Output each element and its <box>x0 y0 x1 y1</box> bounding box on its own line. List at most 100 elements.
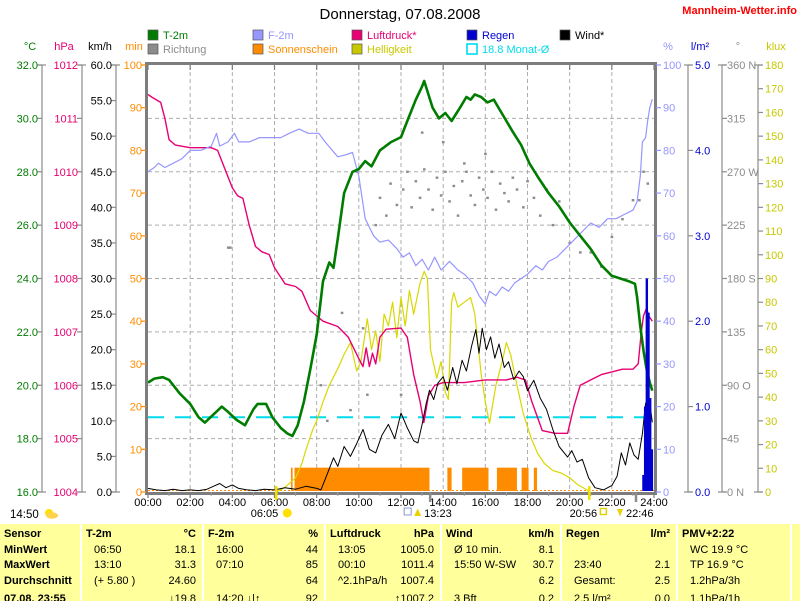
table-cell: 64 <box>305 574 318 587</box>
legend-swatch-icon <box>559 29 571 41</box>
last-update-time: 14:50 <box>10 509 39 521</box>
tick-label: 80 <box>765 297 777 309</box>
stats-table: Sensor T-2m °C F-2m% Luftdruck hPa Wind km/h Reg… <box>0 524 800 601</box>
moonset-time: 22:46 <box>626 508 654 520</box>
legend-swatch-icon <box>466 43 478 55</box>
table-cell: 30.7 <box>532 559 554 571</box>
table-cell: 07.08. 23:55 <box>4 593 66 601</box>
tick-label: 180 <box>765 60 783 72</box>
legend-label: F-2m <box>268 30 294 42</box>
table-cell: 2.5 l/m² <box>574 593 611 601</box>
table-cell: Luftdruck <box>330 528 381 540</box>
tick-label: 0 N <box>727 487 744 499</box>
table-cell: 1.2hPa/3h <box>690 574 741 587</box>
table-cell: 16:00 <box>216 543 244 556</box>
table-cell: 0.2 <box>538 593 554 601</box>
series-richtung <box>226 131 650 423</box>
legend-label: Richtung <box>163 44 206 56</box>
tick-label: 1007 <box>54 327 78 339</box>
series-luftdruck <box>147 93 653 434</box>
frame-ticks <box>147 65 655 498</box>
table-cell: 15:50 W-SW <box>454 559 517 571</box>
legend-label: Luftdruck* <box>367 30 417 42</box>
axis-unit-label: klux <box>766 41 786 53</box>
tick-label: 16.0 <box>17 487 38 499</box>
legend-item-luftdruck-: Luftdruck* <box>351 29 417 42</box>
tick-label: 100 <box>124 60 142 72</box>
axis-unit-label: % <box>663 41 673 53</box>
tick-label: 10 <box>765 463 777 475</box>
table-cell: km/h <box>528 528 554 540</box>
tick-label: 270 W <box>727 167 759 179</box>
table-cell: 1.1hPa/1h <box>690 593 741 601</box>
table-cell: 8.1 <box>538 543 554 556</box>
site-link[interactable]: Mannheim-Wetter.info <box>682 5 797 17</box>
table-cell: 13:10 <box>94 559 122 571</box>
series-t-2m <box>147 79 654 438</box>
tick-label: 45.0 <box>91 167 112 179</box>
table-cell: Gesamt: <box>574 574 616 587</box>
table-column-separator <box>202 524 204 601</box>
tick-label: 20.0 <box>91 345 112 357</box>
tick-label: 1004 <box>54 487 78 499</box>
tick-label: 1011 <box>54 113 78 125</box>
table-column-separator <box>676 524 678 601</box>
table-cell: 18.1 <box>174 543 196 556</box>
table-row: MinWert 06:50 18.1 16:00 44 13:05 1005.0 Ø 10 m… <box>0 544 800 559</box>
table-column-separator <box>80 524 82 601</box>
tick-label: 25.0 <box>91 309 112 321</box>
table-row: 07.08. 23:55 ↓19.8 14:20 ↓|↑ 92 ↑1007.2 3 Bft… <box>0 593 800 601</box>
table-cell: T-2m <box>86 528 112 540</box>
table-cell: ↓19.8 <box>169 593 196 601</box>
table-cell: F-2m <box>208 528 235 540</box>
legend-swatch-icon <box>147 43 159 55</box>
tick-label: 1005 <box>54 434 78 446</box>
tick-label: 60 <box>765 345 777 357</box>
tick-label: 100 <box>663 60 681 72</box>
table-cell: hPa <box>413 528 434 540</box>
legend-item-f-2m: F-2m <box>252 29 294 42</box>
sun-markers: 06:05 13:23 20:56 22:46 <box>251 486 654 520</box>
tick-label: 135 <box>727 327 745 339</box>
brightness-axis: 1801701601501401301201101009080706050403… <box>754 60 783 499</box>
tick-label: 40 <box>130 316 142 328</box>
legend-swatch-icon <box>252 43 264 55</box>
tick-label: 0.0 <box>97 487 112 499</box>
tick-label: 110 <box>765 226 783 238</box>
status-time-group: 14:50 <box>10 509 58 521</box>
tick-label: 60.0 <box>91 60 112 72</box>
table-column-separator <box>324 524 326 601</box>
table-cell: 1005.0 <box>400 543 434 556</box>
svg-text:00:00: 00:00 <box>134 497 162 509</box>
weather-chart: T-2m F-2m Luftdruck* Regen Wind* Richtung Sonn… <box>10 29 786 521</box>
legend-item-t-2m: T-2m <box>147 29 188 42</box>
table-row: Durchschnitt (+ 5.80 ) 24.60 64 ^2.1hPa/h 100… <box>0 575 800 590</box>
legend-swatch-icon <box>466 29 478 41</box>
table-cell: 31.3 <box>174 559 196 571</box>
tick-label: 35.0 <box>91 238 112 250</box>
svg-text:06:00: 06:00 <box>261 497 289 509</box>
table-cell: 07:10 <box>216 559 244 571</box>
series-regen <box>642 278 654 491</box>
tick-label: 30.0 <box>91 274 112 286</box>
tick-label: 10 <box>663 444 675 456</box>
table-cell: ↑1007.2 <box>394 593 434 601</box>
table-cell: (+ 5.80 ) <box>94 574 136 587</box>
table-cell: 92 <box>305 593 318 601</box>
tick-label: 50 <box>663 274 675 286</box>
svg-text:20:00: 20:00 <box>556 497 584 509</box>
table-cell: °C <box>183 528 196 540</box>
tick-label: 225 <box>727 220 745 232</box>
legend-item-sonnenschein: Sonnenschein <box>252 43 338 56</box>
tick-label: 30.0 <box>17 113 38 125</box>
table-column-separator <box>440 524 442 601</box>
legend-label: 18.8 Monat-Ø <box>482 44 550 56</box>
tick-label: 1012 <box>54 60 78 72</box>
tick-label: 90 <box>663 103 675 115</box>
tick-label: 90 <box>130 103 142 115</box>
tick-label: 40 <box>663 316 675 328</box>
tick-label: 50 <box>765 368 777 380</box>
table-cell: Sensor <box>4 528 42 540</box>
